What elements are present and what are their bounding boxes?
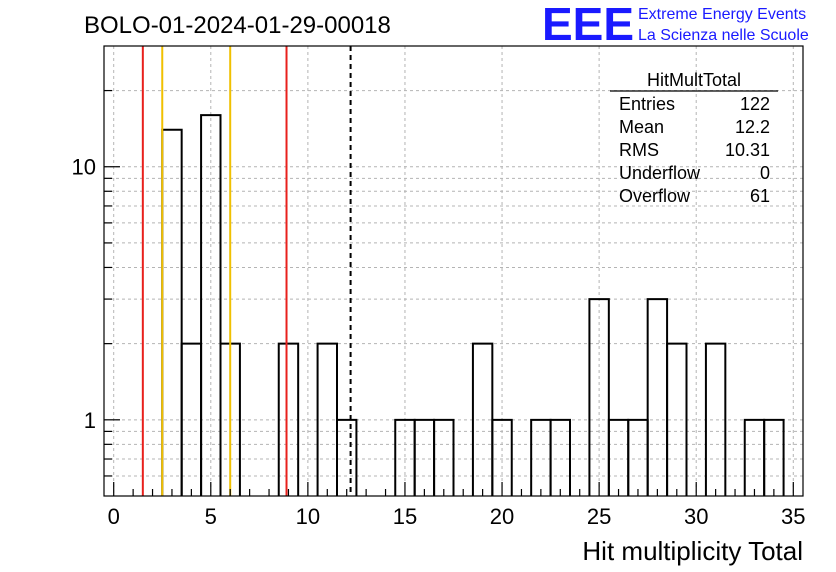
- x-tick-label: 25: [587, 504, 611, 529]
- marker-lines: [141, 46, 352, 496]
- stats-label: Entries: [619, 94, 675, 114]
- x-tick-labels: 0 5 10 15 20 25 30 35: [108, 504, 806, 529]
- histogram-bin: [646, 298, 669, 496]
- stats-value: 122: [740, 94, 770, 114]
- histogram-bin: [549, 418, 571, 496]
- logo-line-1: Extreme Energy Events: [638, 6, 806, 23]
- stats-value: 61: [750, 186, 770, 206]
- logo-line-2: La Scienza nelle Scuole: [638, 27, 809, 44]
- y-tick-label: 10: [72, 155, 96, 180]
- stats-rows: Entries 122 Mean 12.2 RMS 10.31 Underflow 0 Over…: [619, 94, 770, 206]
- histogram-bin: [666, 342, 688, 496]
- histogram-bin: [161, 128, 183, 496]
- x-tick-label: 0: [108, 504, 120, 529]
- stats-label: RMS: [619, 140, 659, 160]
- x-tick-label: 35: [781, 504, 805, 529]
- stats-title: HitMultTotal: [647, 70, 741, 90]
- x-tick-label: 5: [205, 504, 217, 529]
- logo-mark: EEE: [542, 0, 634, 50]
- stats-value: 12.2: [735, 117, 770, 137]
- x-tick-label: 30: [684, 504, 708, 529]
- histogram-bin: [704, 342, 727, 496]
- histogram-bin: [530, 418, 552, 496]
- plot-frame: [103, 45, 804, 497]
- y-tick-label: 1: [84, 408, 96, 433]
- x-tick-label: 10: [296, 504, 320, 529]
- axes: [103, 45, 804, 497]
- stats-value: 10.31: [725, 140, 770, 160]
- stats-value: 0: [760, 163, 770, 183]
- stats-label: Underflow: [619, 163, 701, 183]
- histogram-bin: [277, 342, 300, 496]
- x-tick-label: 15: [393, 504, 417, 529]
- chart-title: BOLO-01-2024-01-29-00018: [84, 12, 391, 39]
- histogram-bin: [433, 418, 455, 496]
- y-tick-labels: 1 10: [72, 155, 96, 433]
- histogram-bin: [588, 298, 610, 496]
- histogram-bin: [491, 418, 513, 496]
- eee-logo: EEE Extreme Energy Events La Scienza nel…: [542, 0, 809, 50]
- x-axis-label: Hit multiplicity Total: [582, 536, 803, 566]
- stats-label: Overflow: [619, 186, 691, 206]
- histogram-bin: [200, 114, 222, 496]
- x-tick-label: 20: [490, 504, 514, 529]
- histogram-bin: [336, 418, 358, 496]
- stats-box: HitMultTotal Entries 122 Mean 12.2 RMS 10.31 U…: [610, 70, 778, 206]
- histogram-bin: [607, 418, 630, 496]
- stats-label: Mean: [619, 117, 664, 137]
- histogram-bin: [763, 418, 785, 496]
